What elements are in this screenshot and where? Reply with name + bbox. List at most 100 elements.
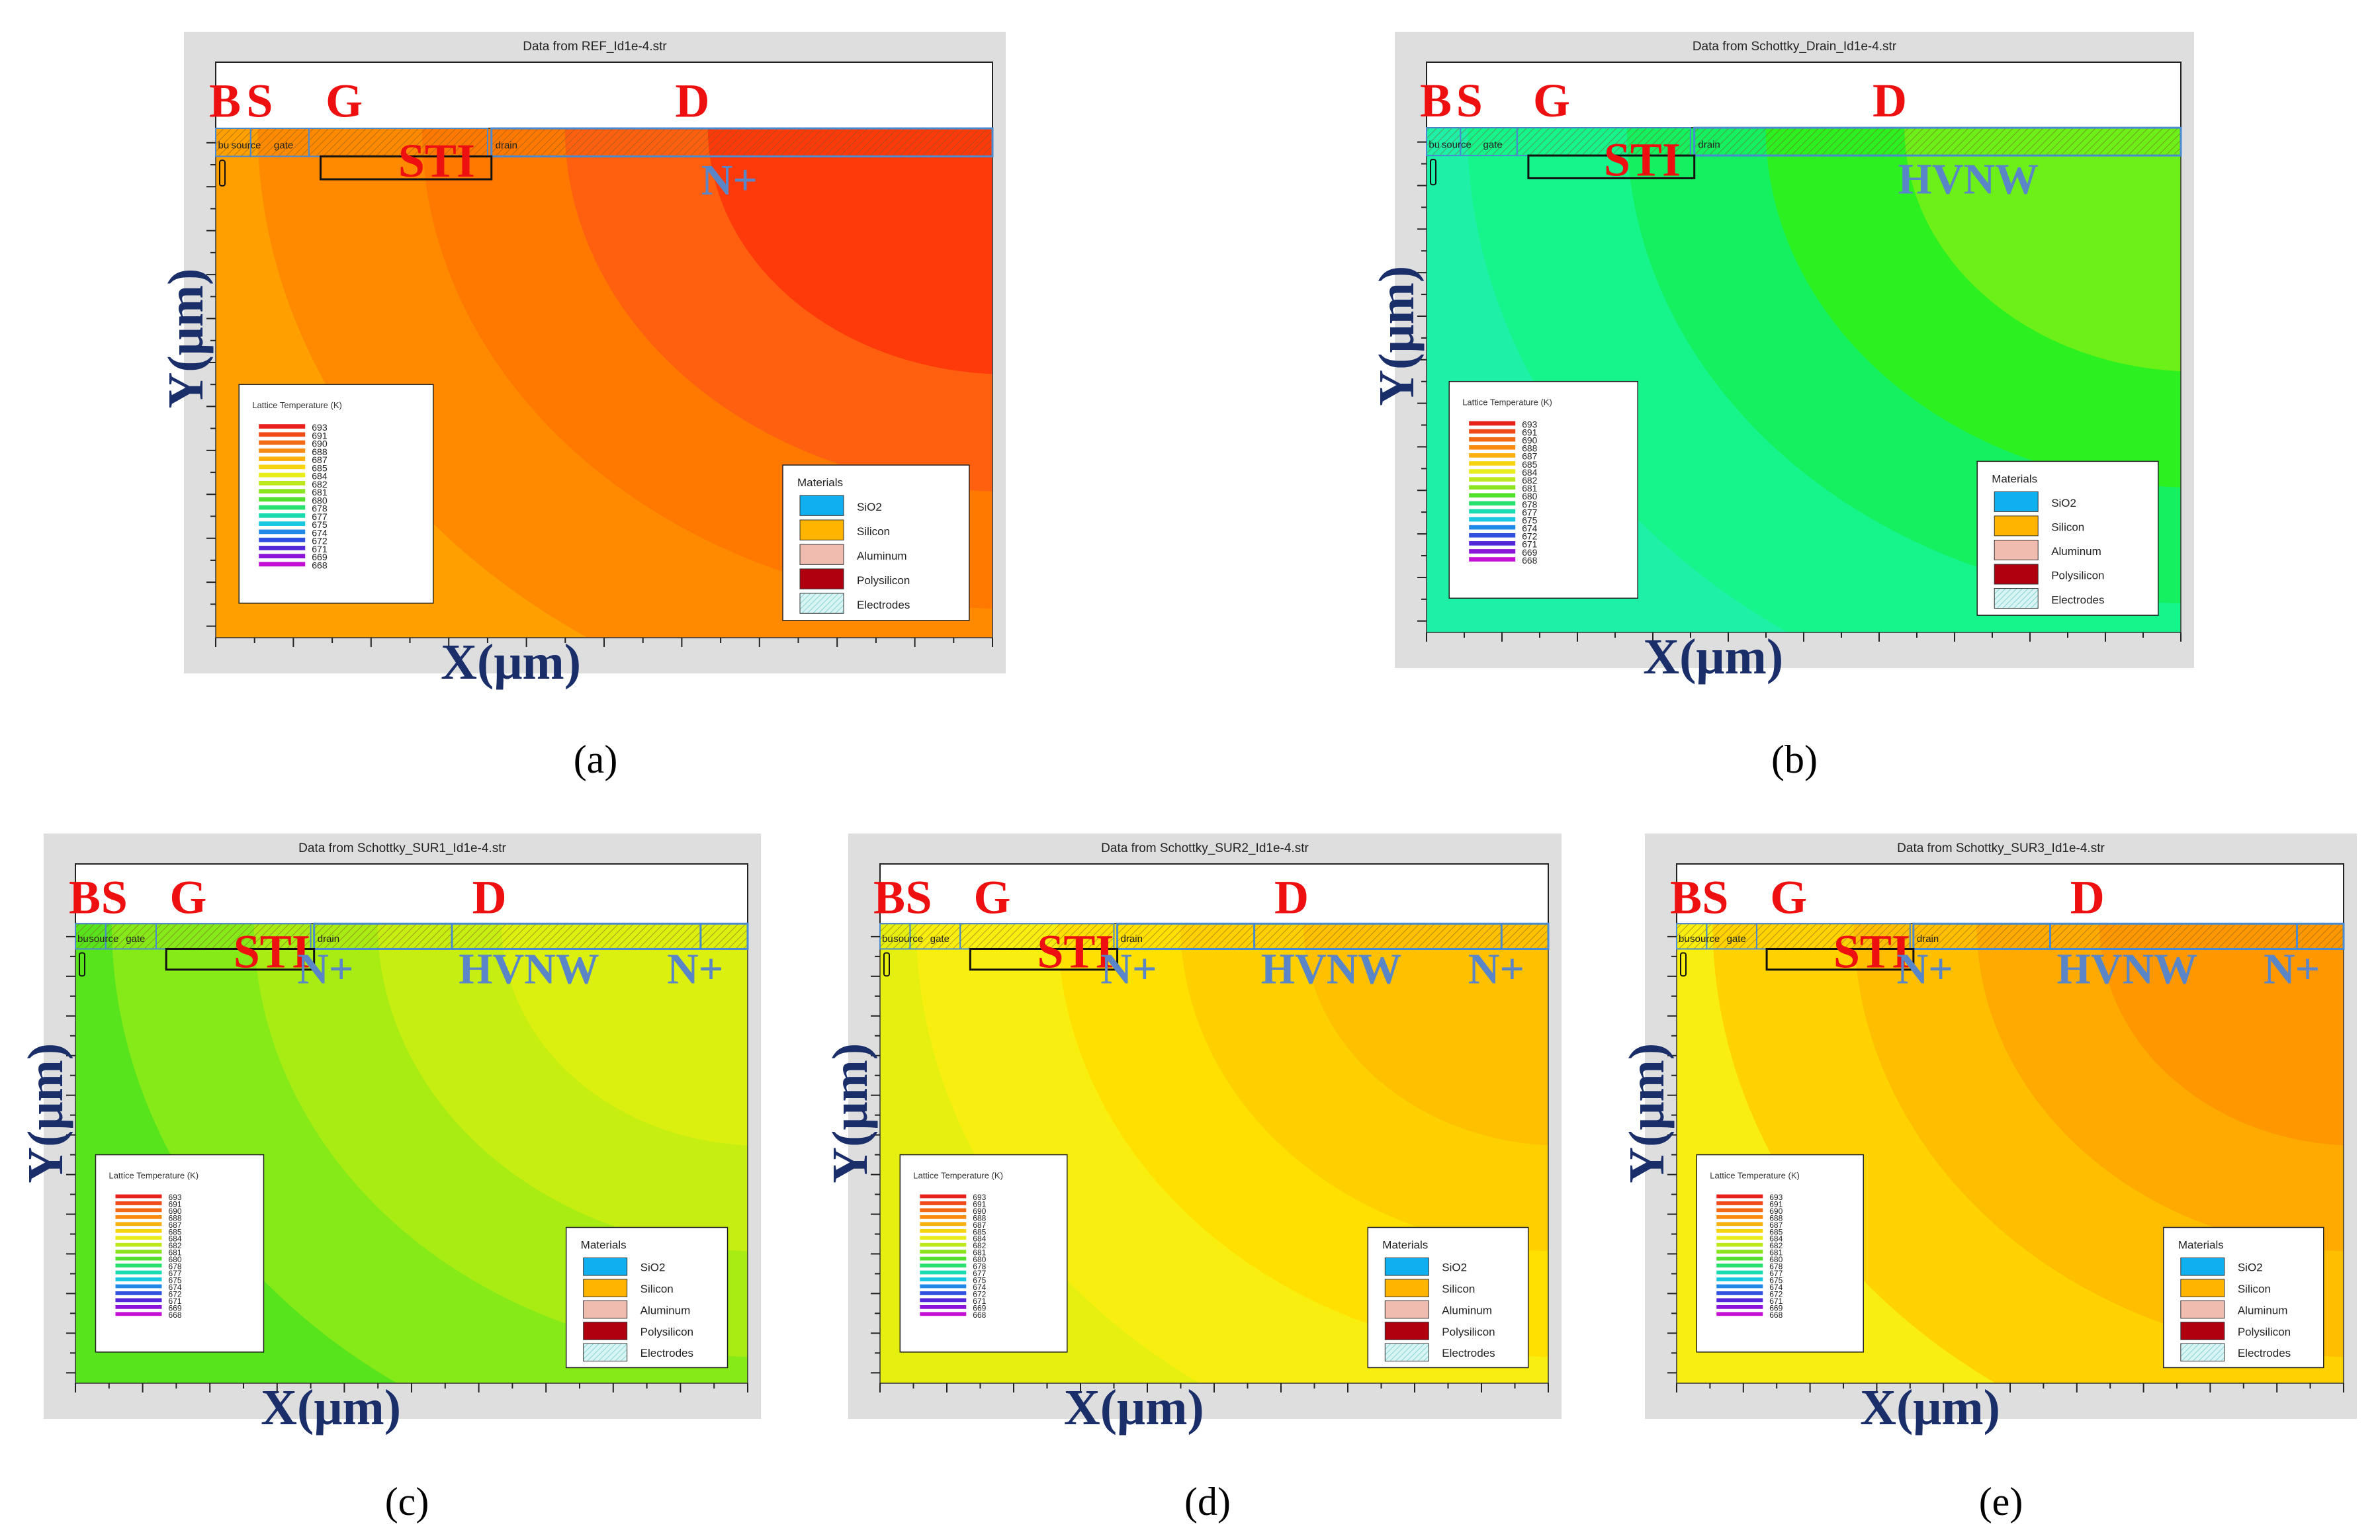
- temperature-swatch: [115, 1270, 162, 1275]
- temperature-legend-value: 684: [973, 1234, 986, 1244]
- temperature-legend-value: 684: [1522, 467, 1537, 478]
- temperature-legend-value: 675: [973, 1276, 986, 1285]
- temperature-legend-value: 680: [1522, 491, 1537, 501]
- temperature-legend-value: 678: [312, 503, 328, 514]
- temperature-swatch: [259, 424, 306, 429]
- panel-caption: (c): [385, 1480, 429, 1523]
- temperature-swatch: [115, 1298, 162, 1303]
- temperature-legend-value: 669: [1769, 1303, 1783, 1312]
- temperature-legend-value: 681: [1522, 483, 1537, 493]
- material-legend-label: Aluminum: [2238, 1304, 2288, 1316]
- material-legend-label: Polysilicon: [2051, 570, 2104, 582]
- y-axis-ticks: [1667, 935, 1677, 1374]
- temperature-legend-value: 688: [1522, 443, 1537, 454]
- temperature-swatch: [115, 1222, 162, 1226]
- temperature-legend: Lattice Temperature (K)69369169068868768…: [238, 384, 434, 604]
- sti-outline: [969, 947, 1119, 971]
- sti-outline: [1527, 154, 1696, 179]
- temperature-swatch: [1469, 541, 1516, 546]
- layer-label: N+: [1100, 945, 1157, 994]
- temperature-swatch: [920, 1228, 967, 1233]
- temperature-swatch: [1469, 445, 1516, 450]
- material-swatch: [583, 1322, 628, 1340]
- temperature-legend-value: 682: [168, 1241, 181, 1250]
- temperature-legend-value: 685: [168, 1227, 181, 1236]
- temperature-swatch: [115, 1236, 162, 1240]
- temperature-swatch: [259, 448, 306, 453]
- temperature-swatch: [920, 1298, 967, 1303]
- material-swatch: [1994, 564, 2039, 585]
- temperature-swatch: [1469, 485, 1516, 490]
- electrode-bu: [215, 128, 251, 157]
- electrode-gate: [308, 128, 488, 157]
- temperature-swatch: [1469, 461, 1516, 466]
- material-legend-label: Electrodes: [2051, 593, 2104, 606]
- temperature-swatch: [920, 1236, 967, 1240]
- electrode-gate: [1516, 127, 1692, 157]
- temperature-swatch: [259, 497, 306, 502]
- temperature-legend-value: 677: [168, 1269, 181, 1278]
- electrode-drain: [1116, 922, 1550, 950]
- electrode-source: [909, 923, 961, 950]
- region-label-B: B: [1670, 871, 1702, 924]
- y-axis-ticks: [871, 935, 880, 1374]
- region-label-B: B: [1420, 74, 1452, 127]
- temperature-legend-value: 693: [168, 1193, 181, 1202]
- layer-label: N+: [2264, 945, 2320, 994]
- temperature-legend-value: 693: [1522, 419, 1537, 429]
- region-label-STI: STI: [1833, 925, 1910, 978]
- electrode-label: gate: [1727, 933, 1746, 945]
- temperature-swatch: [115, 1291, 162, 1295]
- temperature-legend-value: 674: [1522, 523, 1537, 534]
- temperature-legend-value: 669: [312, 552, 328, 562]
- electrode-label: drain: [496, 140, 517, 151]
- temperature-legend-value: 678: [168, 1262, 181, 1271]
- region-label-D: D: [472, 871, 507, 924]
- electrode-label: source: [1442, 139, 1472, 150]
- contour-band: [1904, 128, 2181, 371]
- temperature-swatch: [1469, 437, 1516, 442]
- temperature-swatch: [920, 1256, 967, 1261]
- electrode-label: source: [1690, 933, 1720, 945]
- temperature-swatch: [1469, 453, 1516, 458]
- temperature-legend-value: 690: [1522, 435, 1537, 446]
- material-legend-label: Electrodes: [1442, 1347, 1495, 1359]
- temperature-swatch: [115, 1201, 162, 1205]
- temperature-legend-value: 688: [1769, 1213, 1783, 1222]
- temperature-legend-value: 687: [312, 454, 328, 465]
- electrode-gate: [1755, 923, 1911, 950]
- sti-outline: [1765, 947, 1915, 971]
- temperature-swatch: [1469, 509, 1516, 514]
- electrode-drain: [313, 922, 749, 950]
- temperature-legend-value: 674: [1769, 1283, 1783, 1292]
- panel-title: Data from Schottky_SUR1_Id1e-4.str: [298, 841, 506, 855]
- sti-outline: [165, 947, 316, 971]
- layer-label: N+: [297, 945, 353, 994]
- material-legend-label: Aluminum: [1442, 1304, 1492, 1316]
- material-swatch: [799, 544, 844, 565]
- temperature-swatch: [259, 456, 306, 461]
- temperature-legend: Lattice Temperature (K)69369169068868768…: [899, 1154, 1068, 1353]
- temperature-swatch: [1716, 1284, 1763, 1289]
- temperature-legend-value: 675: [1522, 515, 1537, 525]
- temperature-swatch: [920, 1270, 967, 1275]
- temperature-swatch: [1469, 525, 1516, 530]
- region-label-S: S: [1456, 74, 1483, 127]
- temperature-swatch: [920, 1250, 967, 1254]
- temperature-swatch: [1716, 1194, 1763, 1199]
- temperature-legend-value: 690: [1769, 1207, 1783, 1216]
- region-label-G: G: [1533, 74, 1570, 127]
- temperature-legend-value: 680: [1769, 1255, 1783, 1264]
- electrode-label: drain: [1121, 933, 1143, 945]
- temperature-swatch: [259, 537, 306, 542]
- materials-legend-title: Materials: [1382, 1239, 1428, 1252]
- temperature-legend-value: 681: [312, 487, 328, 497]
- temperature-legend-value: 687: [1769, 1220, 1783, 1230]
- temperature-swatch: [259, 505, 306, 510]
- y-axis-label: Y(μm): [822, 1043, 878, 1183]
- electrode-label: drain: [318, 933, 339, 945]
- electrode-label: bu: [77, 933, 89, 945]
- temperature-legend-value: 680: [168, 1255, 181, 1264]
